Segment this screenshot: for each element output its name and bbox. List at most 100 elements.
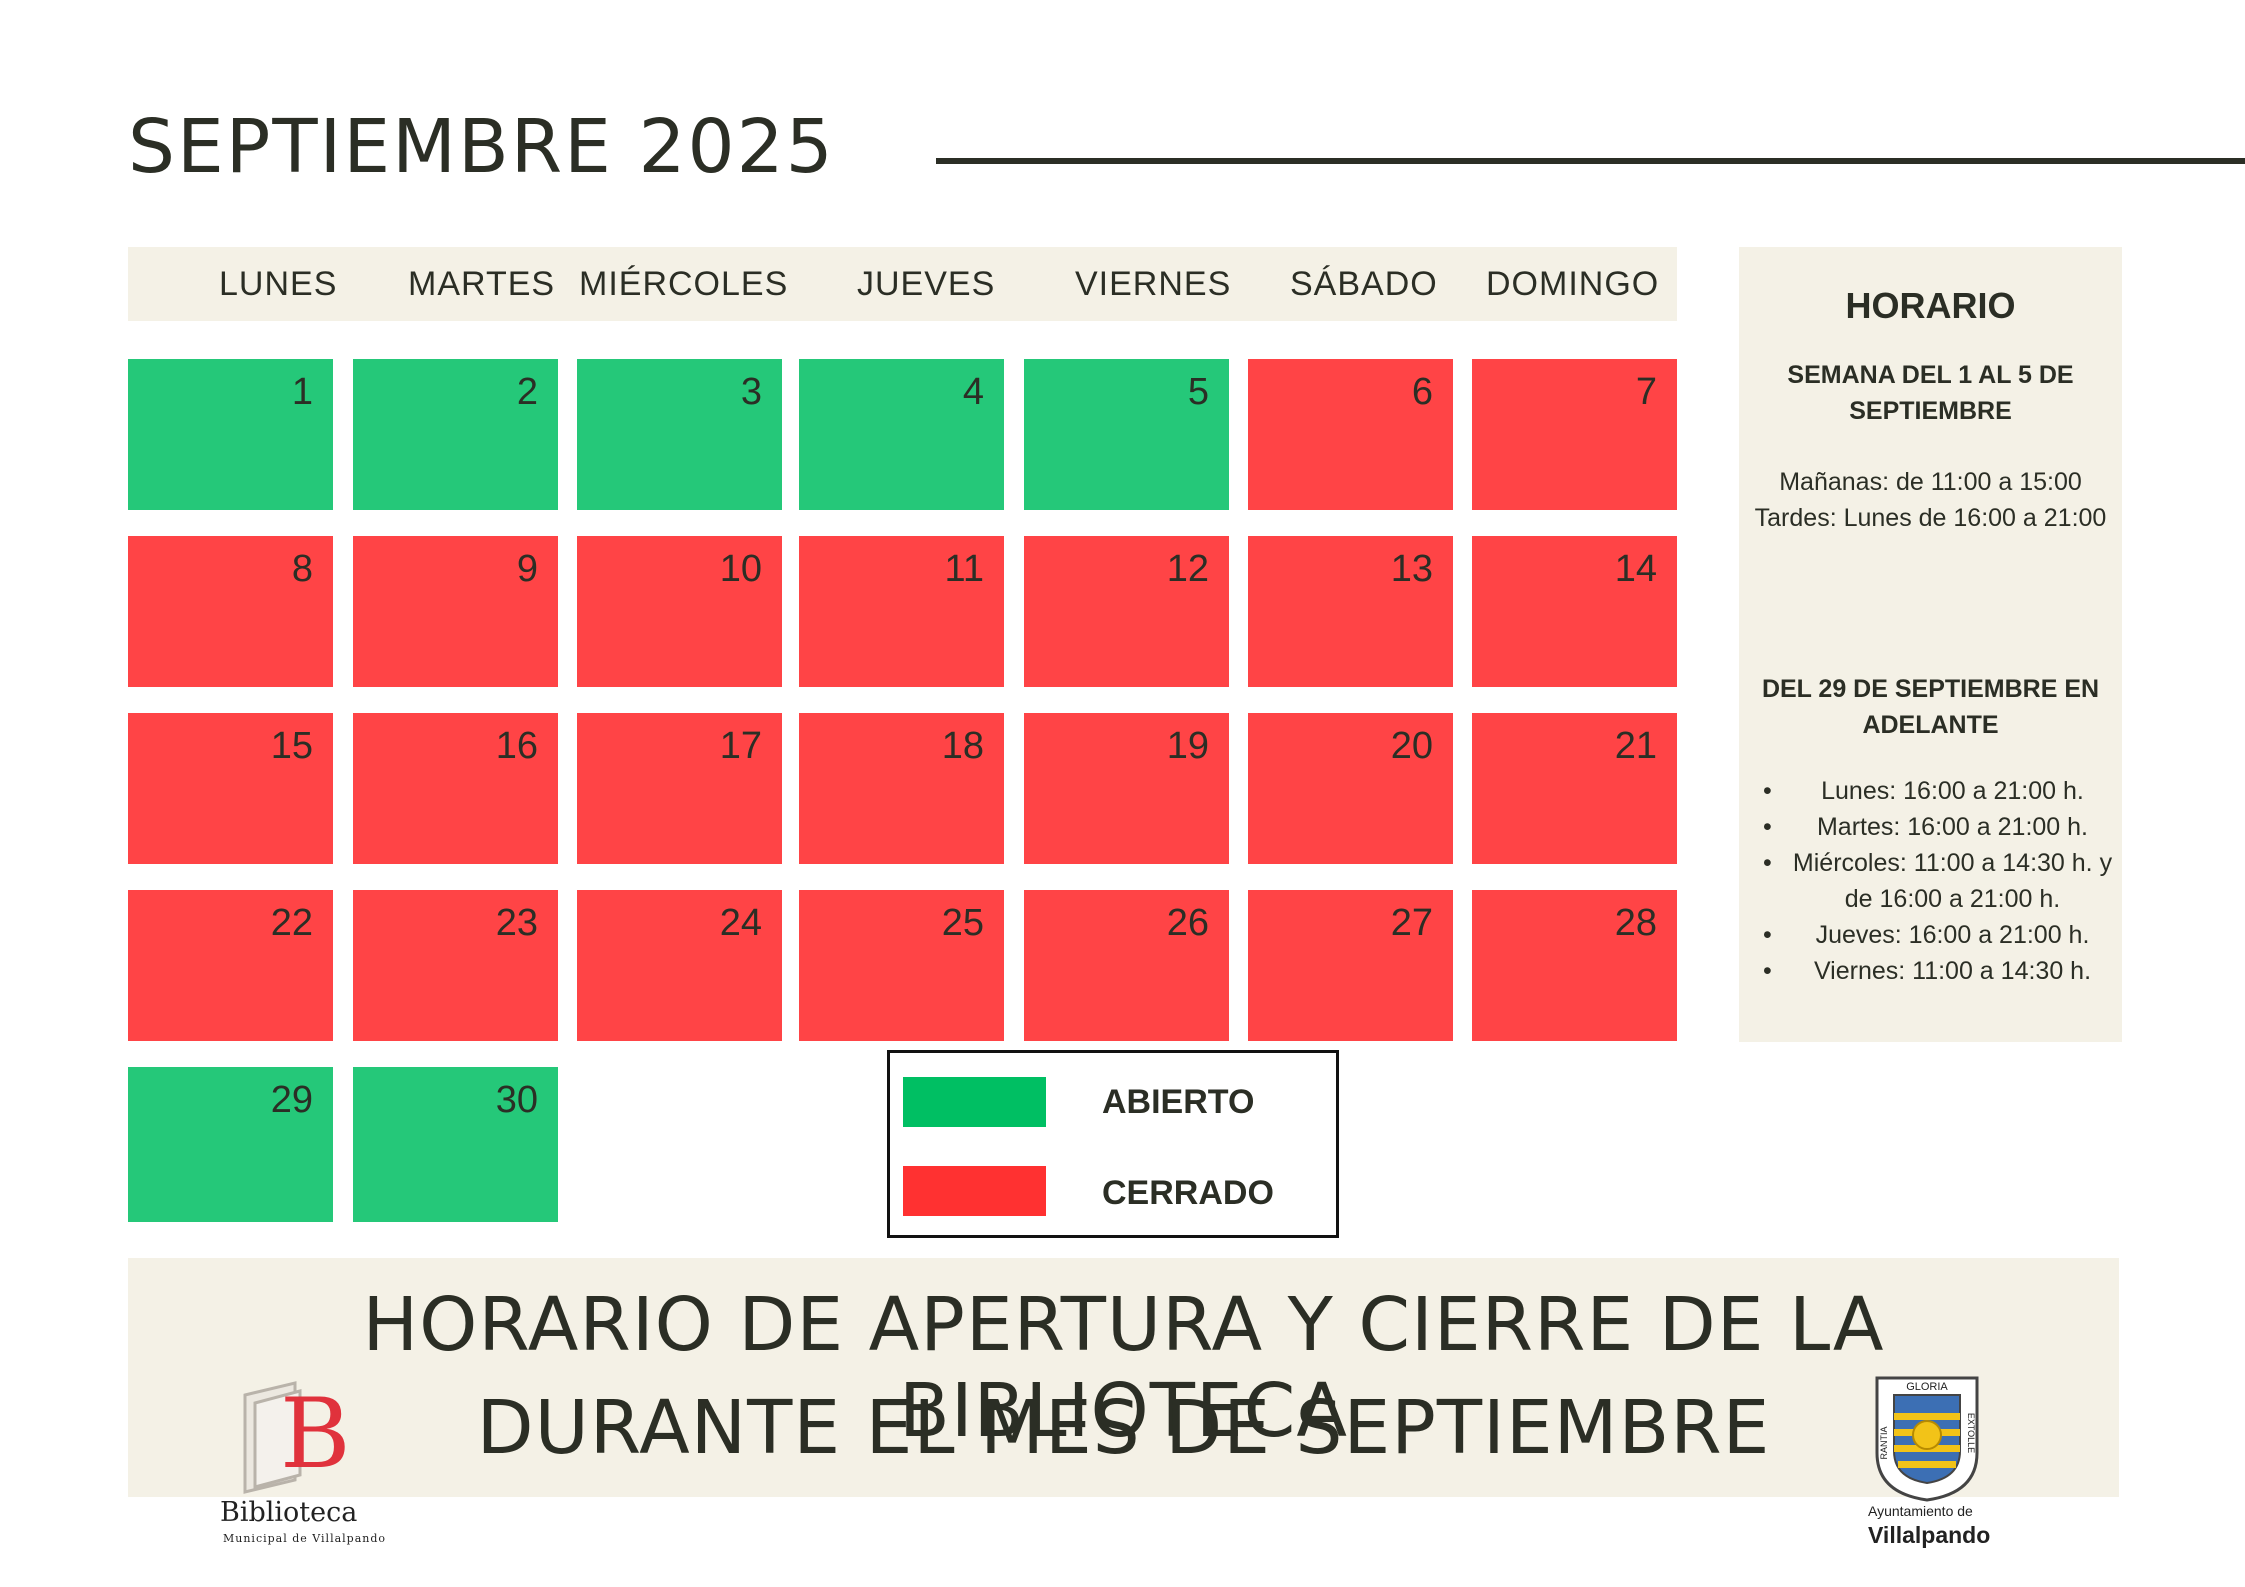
- day-number: 17: [719, 725, 762, 767]
- day-cell: 19: [1024, 713, 1229, 864]
- from29-title-line1: DEL 29 DE SEPTIEMBRE EN: [1761, 675, 2100, 703]
- day-cell: 23: [353, 890, 558, 1041]
- day-number: 8: [291, 548, 313, 590]
- day-cell: 3: [577, 359, 782, 510]
- day-number: 23: [495, 902, 538, 944]
- weekday-friday: VIERNES: [1075, 265, 1232, 303]
- weekly-schedule-list: • Lunes: 16:00 a 21:00 h. • Martes: 16:00 …: [1739, 773, 2122, 989]
- day-number: 11: [944, 548, 984, 590]
- schedule-item: • Martes: 16:00 a 21:00 h.: [1739, 809, 2122, 845]
- schedule-heading: HORARIO: [1845, 285, 2016, 326]
- schedule-item: • Lunes: 16:00 a 21:00 h.: [1739, 773, 2122, 809]
- svg-text:GLORIA: GLORIA: [1906, 1381, 1948, 1393]
- week1-title-line1: SEMANA DEL 1 AL 5 DE: [1787, 361, 2074, 389]
- day-cell: 25: [799, 890, 1004, 1041]
- svg-text:B: B: [280, 1378, 351, 1490]
- day-number: 5: [1187, 371, 1209, 413]
- day-cell: 27: [1248, 890, 1453, 1041]
- day-number: 21: [1614, 725, 1657, 767]
- weekday-wednesday: MIÉRCOLES: [579, 265, 789, 303]
- title-rule: [936, 158, 2245, 164]
- day-number: 4: [962, 371, 984, 413]
- weekday-thursday: JUEVES: [857, 265, 996, 303]
- day-cell: 1: [128, 359, 333, 510]
- day-cell: 17: [577, 713, 782, 864]
- day-cell: 7: [1472, 359, 1677, 510]
- bullet-icon: •: [1763, 849, 1772, 877]
- day-cell: 4: [799, 359, 1004, 510]
- legend-open-swatch: [903, 1077, 1046, 1127]
- day-cell: 21: [1472, 713, 1677, 864]
- day-cell: 12: [1024, 536, 1229, 687]
- library-name: Biblioteca: [220, 1497, 358, 1528]
- day-number: 25: [941, 902, 984, 944]
- day-number: 16: [495, 725, 538, 767]
- weekday-tuesday: MARTES: [408, 265, 556, 303]
- bullet-icon: •: [1763, 777, 1772, 805]
- weekday-saturday: SÁBADO: [1290, 265, 1438, 303]
- day-number: 2: [516, 371, 538, 413]
- week1-morning: Mañanas: de 11:00 a 15:00: [1779, 468, 2082, 496]
- day-number: 19: [1166, 725, 1209, 767]
- day-number: 28: [1614, 902, 1657, 944]
- day-number: 29: [270, 1079, 313, 1121]
- schedule-item: • Viernes: 11:00 a 14:30 h.: [1739, 953, 2122, 989]
- day-number: 1: [291, 371, 313, 413]
- day-number: 6: [1411, 371, 1433, 413]
- library-subtitle: Municipal de Villalpando: [223, 1532, 387, 1545]
- day-cell: 14: [1472, 536, 1677, 687]
- day-cell: 22: [128, 890, 333, 1041]
- day-cell: 10: [577, 536, 782, 687]
- day-cell: 20: [1248, 713, 1453, 864]
- day-number: 12: [1166, 548, 1209, 590]
- day-number: 24: [719, 902, 762, 944]
- legend-closed-swatch: [903, 1166, 1046, 1216]
- town-subtitle: Ayuntamiento de: [1868, 1503, 1973, 1519]
- day-number: 22: [270, 902, 313, 944]
- day-number: 7: [1635, 371, 1657, 413]
- town-name: Villalpando: [1868, 1522, 1991, 1548]
- banner-line1: HORARIO DE APERTURA Y CIERRE DE LA BIBLI…: [362, 1282, 1885, 1454]
- day-cell: 8: [128, 536, 333, 687]
- schedule-panel: HORARIO SEMANA DEL 1 AL 5 DE SEPTIEMBRE …: [1739, 247, 2122, 1042]
- weekday-monday: LUNES: [219, 265, 338, 303]
- day-cell: 5: [1024, 359, 1229, 510]
- day-cell: 18: [799, 713, 1004, 864]
- day-number: 3: [740, 371, 762, 413]
- day-cell: 2: [353, 359, 558, 510]
- week1-afternoon: Tardes: Lunes de 16:00 a 21:00: [1754, 504, 2107, 532]
- book-icon: B: [243, 1378, 351, 1494]
- day-cell: 30: [353, 1067, 558, 1222]
- weekday-sunday: DOMINGO: [1486, 265, 1660, 303]
- day-cell: 11: [799, 536, 1004, 687]
- day-number: 15: [270, 725, 313, 767]
- day-cell: 9: [353, 536, 558, 687]
- day-number: 13: [1390, 548, 1433, 590]
- day-number: 10: [719, 548, 762, 590]
- day-cell: 28: [1472, 890, 1677, 1041]
- week1-title-line2: SEPTIEMBRE: [1849, 397, 2012, 425]
- bullet-icon: •: [1763, 921, 1772, 949]
- svg-text:RANTIA: RANTIA: [1879, 1426, 1889, 1459]
- day-number: 26: [1166, 902, 1209, 944]
- day-cell: 6: [1248, 359, 1453, 510]
- weekday-header: LUNES MARTES MIÉRCOLES JUEVES VIERNES SÁ…: [128, 247, 1677, 321]
- schedule-item: • Miércoles: 11:00 a 14:30 h. y de 16:00 …: [1739, 845, 2122, 917]
- day-number: 30: [495, 1079, 538, 1121]
- day-number: 14: [1614, 548, 1657, 590]
- banner-line2: DURANTE EL MES DE SEPTIEMBRE: [476, 1385, 1771, 1471]
- day-cell: 24: [577, 890, 782, 1041]
- bullet-icon: •: [1763, 957, 1772, 985]
- day-cell: 26: [1024, 890, 1229, 1041]
- day-cell: 29: [128, 1067, 333, 1222]
- legend-open-label: ABIERTO: [1102, 1083, 1255, 1121]
- day-cell: 15: [128, 713, 333, 864]
- day-number: 18: [941, 725, 984, 767]
- page-title: SEPTIEMBRE 2025: [128, 104, 835, 190]
- svg-text:EXTOLLE: EXTOLLE: [1966, 1413, 1976, 1453]
- day-cell: 13: [1248, 536, 1453, 687]
- day-number: 20: [1390, 725, 1433, 767]
- day-cell: 16: [353, 713, 558, 864]
- day-number: 27: [1390, 902, 1433, 944]
- day-number: 9: [516, 548, 538, 590]
